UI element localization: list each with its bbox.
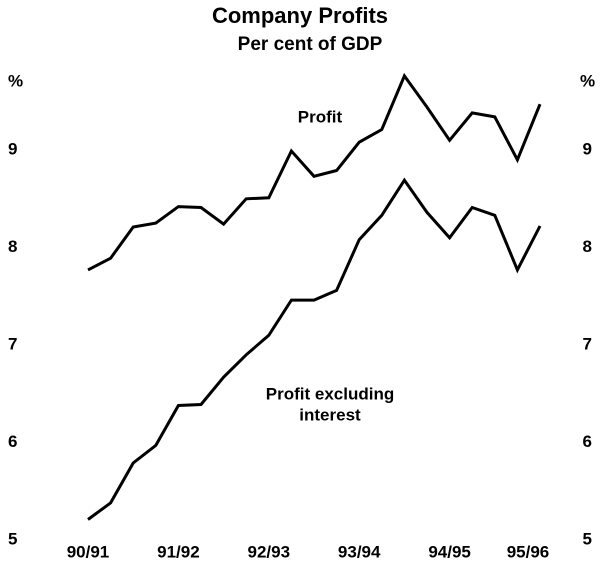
y2-tick-label: 5 xyxy=(583,529,592,548)
y2-tick-label: 6 xyxy=(583,432,592,451)
y2-tick-label: 9 xyxy=(583,139,592,158)
y-tick-label: 8 xyxy=(8,237,17,256)
y-axis-unit: % xyxy=(8,71,23,90)
x-tick-label: 91/92 xyxy=(157,542,200,561)
annotation: interest xyxy=(299,405,361,424)
annotation: Profit xyxy=(298,107,343,126)
x-tick-label: 95/96 xyxy=(507,542,550,561)
y-tick-label: 9 xyxy=(8,139,17,158)
x-tick-label: 94/95 xyxy=(428,542,471,561)
y2-axis-unit: % xyxy=(580,71,595,90)
line xyxy=(87,72,542,272)
chart-title: Company Profits xyxy=(212,3,388,28)
chart-subtitle: Per cent of GDP xyxy=(238,34,383,55)
y-tick-label: 5 xyxy=(8,529,17,548)
x-tick-label: 92/93 xyxy=(248,542,291,561)
x-tick-label: 90/91 xyxy=(67,542,110,561)
y2-tick-label: 8 xyxy=(583,237,592,256)
x-tick-label: 93/94 xyxy=(338,542,381,561)
line xyxy=(87,177,542,521)
y-tick-label: 7 xyxy=(8,334,17,353)
annotation: Profit excluding xyxy=(266,384,394,403)
y2-tick-label: 7 xyxy=(583,334,592,353)
y-tick-label: 6 xyxy=(8,432,17,451)
